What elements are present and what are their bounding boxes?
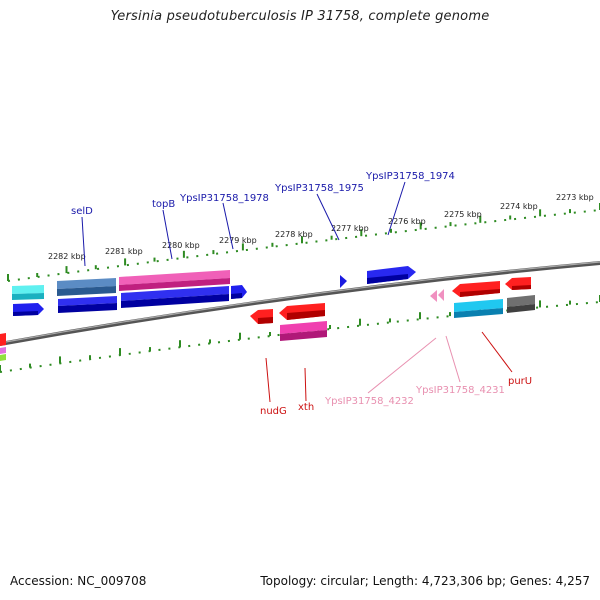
forward-leader-lines xyxy=(81,181,406,267)
gene-label-ypsip31758-4232[interactable]: YpsIP31758_4232 xyxy=(324,396,414,407)
kbp-label: 2280 kbp xyxy=(162,241,200,250)
gene-label-ypsip31758-1974[interactable]: YpsIP31758_1974 xyxy=(365,171,455,182)
gene-block[interactable] xyxy=(507,295,535,313)
gene-block-ypsip31758-1975[interactable] xyxy=(340,275,347,288)
map-title: Yersinia pseudotuberculosis IP 31758, co… xyxy=(110,9,490,24)
gene-label-ypsip31758-1975[interactable]: YpsIP31758_1975 xyxy=(274,183,364,194)
kbp-label: 2277 kbp xyxy=(331,224,369,233)
gene-label-ypsip31758-4231[interactable]: YpsIP31758_4231 xyxy=(415,385,505,396)
gene-block[interactable] xyxy=(454,299,503,318)
gene-block-ypsip31758-4232[interactable] xyxy=(430,290,437,302)
kbp-tick-labels: 2282 kbp 2281 kbp 2280 kbp 2279 kbp 2278… xyxy=(48,193,594,261)
gene-block[interactable] xyxy=(58,296,117,313)
kbp-label: 2278 kbp xyxy=(275,230,313,239)
kbp-label: 2276 kbp xyxy=(388,217,426,226)
gene-block[interactable] xyxy=(13,303,44,316)
forward-gene-labels: selD topB YpsIP31758_1978 YpsIP31758_197… xyxy=(71,171,455,217)
kbp-label: 2275 kbp xyxy=(444,210,482,219)
reverse-gene-labels: nudG xth YpsIP31758_4232 YpsIP31758_4231… xyxy=(260,376,532,417)
gene-block-ypsip31758-4231[interactable] xyxy=(438,289,444,301)
kbp-label: 2282 kbp xyxy=(48,252,86,261)
kbp-label: 2273 kbp xyxy=(556,193,594,202)
gene-block[interactable] xyxy=(0,333,6,361)
forward-strand-genes xyxy=(12,266,416,316)
gene-block[interactable] xyxy=(12,285,44,300)
upper-ruler xyxy=(7,203,600,282)
gene-block[interactable] xyxy=(231,285,247,299)
gene-block[interactable] xyxy=(505,277,531,290)
reverse-leader-lines xyxy=(265,331,513,403)
accession-text: Accession: NC_009708 xyxy=(10,574,147,588)
kbp-label: 2279 kbp xyxy=(219,236,257,245)
gene-block-topb[interactable] xyxy=(119,270,230,291)
gene-label-seld[interactable]: selD xyxy=(71,206,93,217)
gene-block-xth[interactable] xyxy=(279,303,325,320)
gene-block-nudg[interactable] xyxy=(250,309,273,324)
gene-block-xth-magenta[interactable] xyxy=(280,321,327,341)
genome-summary-text: Topology: circular; Length: 4,723,306 bp… xyxy=(260,574,590,588)
gene-label-xth[interactable]: xth xyxy=(298,402,314,413)
gene-block-ypsip31758-1974[interactable] xyxy=(367,266,416,284)
gene-label-ypsip31758-1978[interactable]: YpsIP31758_1978 xyxy=(179,193,269,204)
kbp-label: 2274 kbp xyxy=(500,202,538,211)
gene-label-puru[interactable]: purU xyxy=(508,376,532,387)
reverse-strand-genes xyxy=(0,277,535,361)
gene-label-topb[interactable]: topB xyxy=(152,199,175,210)
kbp-label: 2281 kbp xyxy=(105,247,143,256)
gene-block-seld[interactable] xyxy=(57,278,116,296)
gene-label-nudg[interactable]: nudG xyxy=(260,406,287,417)
genome-backbone xyxy=(0,261,600,346)
gene-block-ypsip31758-1978[interactable] xyxy=(121,286,229,308)
gene-block-puru[interactable] xyxy=(452,281,500,297)
